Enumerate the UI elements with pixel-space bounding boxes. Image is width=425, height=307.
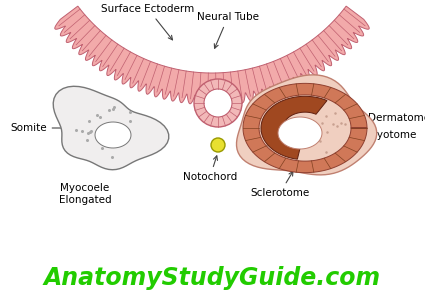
Polygon shape [243, 84, 367, 173]
Polygon shape [53, 86, 169, 170]
Text: Dermatome: Dermatome [356, 113, 425, 123]
Text: Somite: Somite [10, 123, 68, 133]
Text: AnatomyStudyGuide.com: AnatomyStudyGuide.com [43, 266, 380, 290]
Polygon shape [95, 122, 131, 148]
Text: Neural Tube: Neural Tube [197, 12, 259, 48]
Text: Sclerotome: Sclerotome [250, 171, 310, 198]
Polygon shape [278, 117, 322, 149]
Text: Notochord: Notochord [183, 156, 237, 182]
Text: Surface Ectoderm: Surface Ectoderm [102, 4, 195, 40]
Polygon shape [55, 6, 369, 105]
Circle shape [194, 79, 242, 127]
Circle shape [211, 138, 225, 152]
Polygon shape [237, 75, 377, 175]
Circle shape [204, 89, 232, 117]
Text: Myotome: Myotome [352, 130, 416, 140]
Text: Myocoele
Elongated: Myocoele Elongated [59, 183, 111, 204]
Polygon shape [261, 96, 327, 159]
